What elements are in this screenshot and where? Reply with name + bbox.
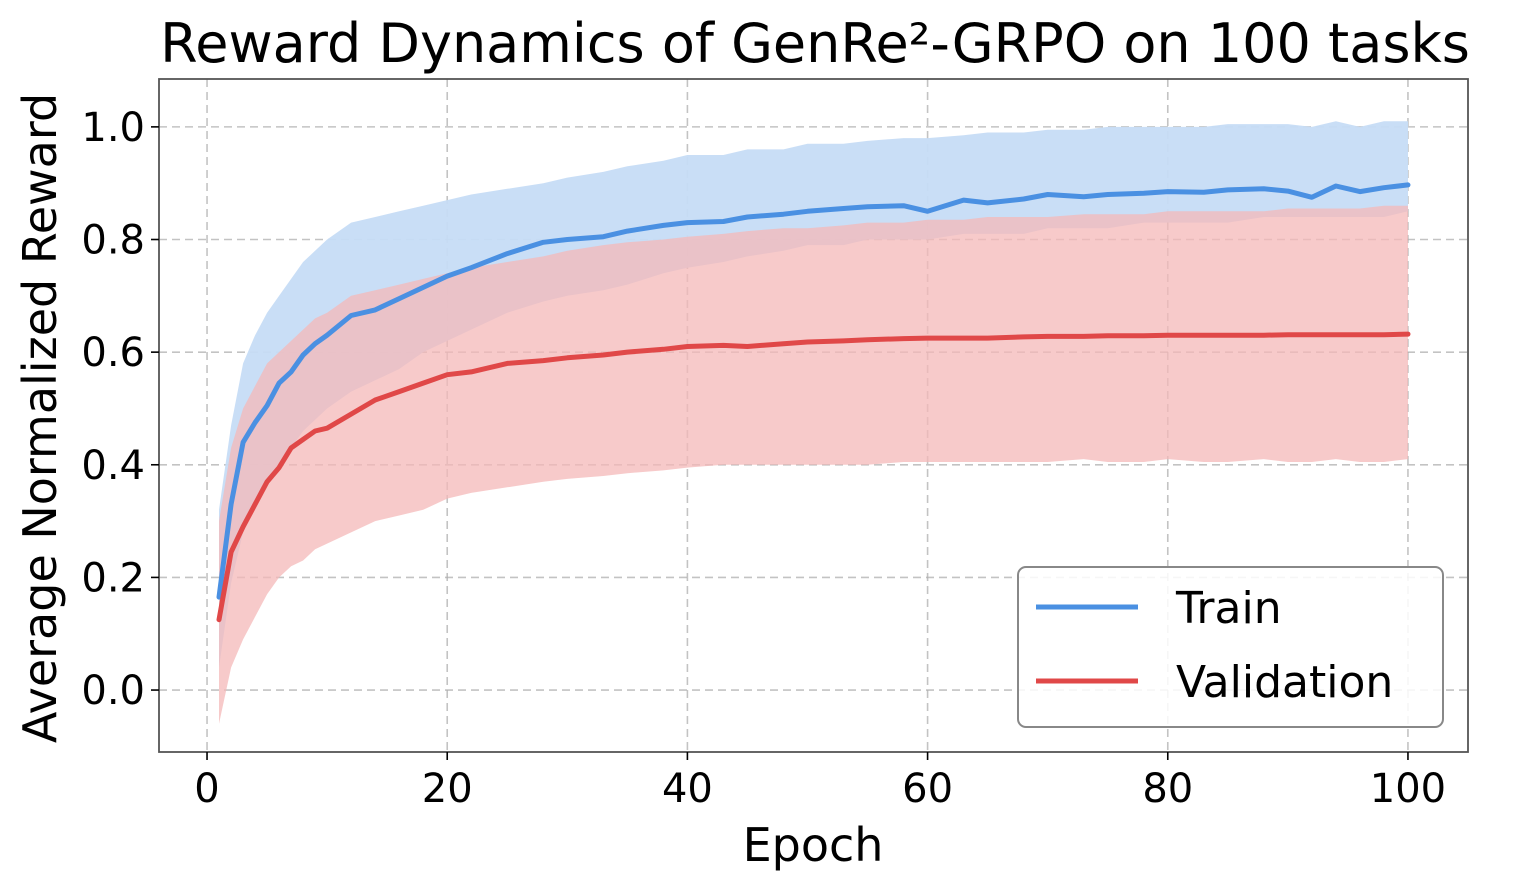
plot-frame — [158, 78, 1469, 753]
x-tick-label: 0 — [194, 766, 219, 812]
x-tick-label: 60 — [902, 766, 953, 812]
y-tick-label: 0.4 — [81, 443, 145, 489]
line-layer — [216, 182, 1411, 623]
y-tick-label: 0.0 — [81, 668, 145, 714]
band-train — [219, 121, 1408, 668]
y-axis-label: Average Normalized Reward — [13, 93, 67, 743]
legend: Train Validation — [1017, 566, 1444, 728]
legend-label-validation: Validation — [1176, 657, 1393, 708]
y-tick-label: 0.6 — [81, 330, 145, 376]
x-axis-label: Epoch — [743, 818, 884, 872]
legend-label-train: Train — [1175, 583, 1282, 634]
y-tick-label: 0.8 — [81, 218, 145, 264]
y-tick-label: 0.2 — [81, 555, 145, 601]
y-tick-label: 1.0 — [81, 105, 145, 151]
series-line-validation — [216, 331, 1411, 623]
series-line-train — [216, 182, 1411, 600]
tick-layer: 0 20 40 60 80 100 0.0 0.2 0.4 0.6 0.8 1.0 — [81, 105, 1446, 812]
x-tick-label: 20 — [422, 766, 473, 812]
x-tick-label: 40 — [662, 766, 713, 812]
x-tick-label: 80 — [1142, 766, 1193, 812]
x-tick-label: 100 — [1370, 766, 1446, 812]
chart-title: Reward Dynamics of GenRe²-GRPO on 100 ta… — [160, 12, 1470, 75]
